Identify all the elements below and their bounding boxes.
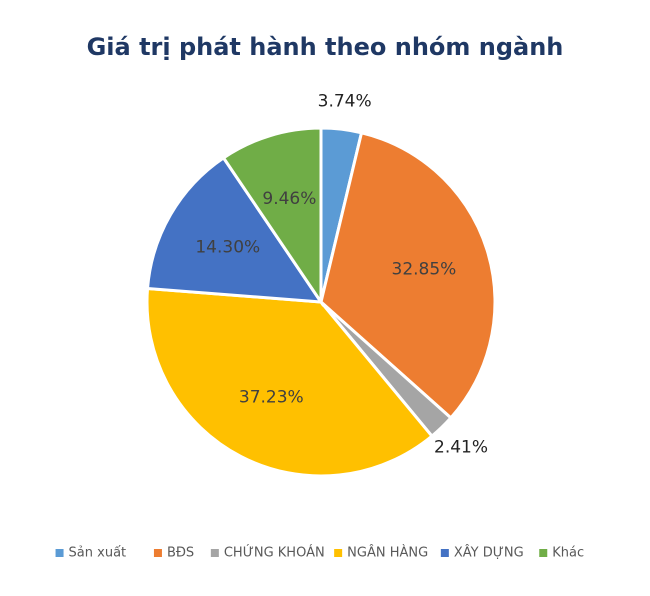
data-label: 14.30% [195, 238, 260, 258]
legend-swatch [334, 549, 343, 557]
legend-label: Khác [552, 546, 584, 561]
legend-swatch [153, 549, 162, 557]
pie-slice [221, 126, 323, 307]
legend-label: CHỨNG KHOÁN [224, 545, 325, 561]
legend-swatch [539, 549, 548, 557]
legend-swatch [210, 549, 219, 557]
data-label: 3.74% [318, 92, 372, 112]
legend-label: XÂY DỰNG [454, 545, 524, 561]
pie-slice [145, 286, 434, 478]
data-label: 32.85% [392, 260, 457, 280]
data-label: 9.46% [262, 189, 316, 209]
data-label: 37.23% [239, 388, 304, 408]
legend-label: BĐS [167, 546, 194, 561]
legend-swatch [55, 549, 64, 557]
pie-slice [145, 155, 324, 304]
legend-swatch [440, 549, 449, 557]
chart-title: Giá trị phát hành theo nhóm ngành [87, 33, 564, 61]
legend-label: Sản xuất [69, 546, 127, 561]
legend-label: NGÂN HÀNG [347, 545, 428, 561]
pie-slice [319, 130, 497, 420]
data-label: 2.41% [434, 437, 488, 457]
